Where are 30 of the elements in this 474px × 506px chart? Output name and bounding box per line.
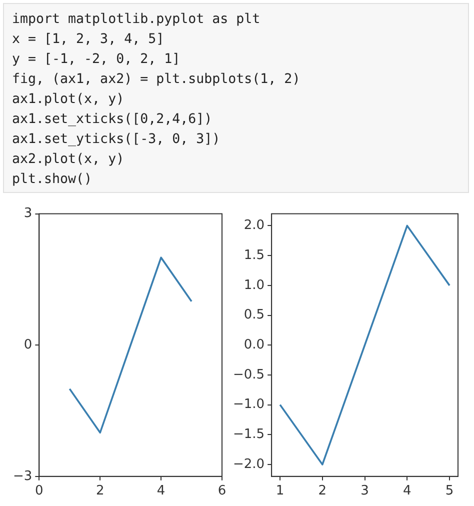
text: ax1.set_xticks([0,2,4,6]) bbox=[12, 112, 212, 127]
y-tick-label: 0.0 bbox=[244, 337, 265, 352]
x-tick-label: 2 bbox=[96, 484, 104, 499]
text: import matplotlib.pyplot as plt bbox=[12, 12, 260, 27]
y-tick-label: 0 bbox=[24, 337, 32, 352]
x-tick-label: 5 bbox=[445, 484, 454, 499]
text: ax1.set_yticks([-3, 0, 3]) bbox=[12, 132, 220, 147]
text: x = [1, 2, 3, 4, 5] bbox=[12, 32, 164, 47]
y-tick-label: 1.0 bbox=[244, 278, 265, 293]
y-tick-label: −1.0 bbox=[232, 397, 265, 412]
y-tick-label: −3 bbox=[12, 468, 32, 484]
text: ax2.plot(x, y) bbox=[12, 152, 124, 167]
y-tick-label: 1.5 bbox=[244, 248, 265, 263]
y-tick-label: −0.5 bbox=[232, 367, 265, 382]
text: ax1.plot(x, y) bbox=[12, 92, 124, 107]
x-tick-label: 2 bbox=[318, 484, 327, 499]
y-tick-label: 2.0 bbox=[244, 218, 265, 234]
x-tick-label: 3 bbox=[360, 484, 369, 499]
y-tick-label: 3 bbox=[24, 206, 32, 222]
y-tick-label: −2.0 bbox=[232, 456, 265, 472]
y-tick-label: 0.5 bbox=[244, 308, 265, 323]
x-tick-label: 1 bbox=[276, 484, 284, 499]
x-tick-label: 0 bbox=[35, 484, 44, 499]
x-tick-label: 4 bbox=[156, 484, 166, 499]
x-tick-label: 4 bbox=[403, 484, 412, 499]
y-tick-label: −1.5 bbox=[232, 427, 265, 442]
text: fig, (ax1, ax2) = plt.subplots(1, 2) bbox=[12, 72, 300, 87]
x-tick-label: 6 bbox=[218, 484, 226, 499]
text: y = [-1, -2, 0, 2, 1] bbox=[12, 52, 180, 67]
text: plt.show() bbox=[12, 172, 92, 187]
